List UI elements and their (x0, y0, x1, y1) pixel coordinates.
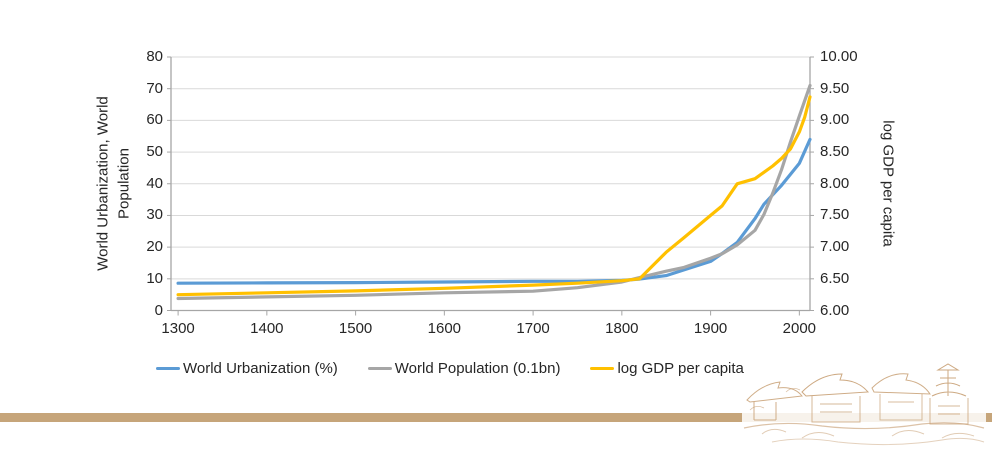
right-tick-label-7.50: 7.50 (820, 206, 850, 224)
right-tick-label-6.50: 6.50 (820, 269, 850, 287)
sketch-stroke (929, 398, 969, 425)
left-tick-label-80: 80 (146, 48, 163, 65)
left-tick-label-40: 40 (146, 174, 163, 192)
x-tick-label-1600: 1600 (427, 320, 462, 337)
left-tick-label-10: 10 (146, 269, 163, 287)
sketch-stroke (743, 422, 985, 430)
x-tick-label-1500: 1500 (338, 320, 373, 337)
sketch-stroke (761, 428, 975, 439)
left-axis-title-line2: Population (115, 148, 133, 219)
legend-item-population: World Population (0.1bn) (367, 360, 561, 377)
left-tick-label-60: 60 (146, 111, 163, 129)
sketch-stroke (749, 388, 801, 411)
right-axis-title: log GDP per capita (879, 120, 897, 247)
sketch-stroke (801, 373, 870, 397)
left-tick-label-0: 0 (154, 301, 163, 319)
x-tick-label-1300: 1300 (161, 320, 195, 337)
x-tick-label-1700: 1700 (516, 320, 550, 337)
series-line-world-urbanization- (176, 137, 812, 285)
legend-label-urbanization: World Urbanization (%) (183, 360, 338, 377)
sketch-stroke (879, 394, 923, 421)
right-tick-label-8.00: 8.00 (820, 174, 850, 192)
right-tick-label-8.50: 8.50 (820, 143, 850, 161)
legend-label-population: World Population (0.1bn) (394, 360, 561, 377)
x-tick-label-1900: 1900 (693, 320, 728, 337)
sketch-stroke (746, 381, 803, 421)
x-tick-label-1800: 1800 (605, 320, 639, 337)
sketch-stroke (771, 437, 985, 446)
series-line-world-population-0-1bn- (176, 83, 812, 301)
gdp-line-marker-icon (590, 367, 615, 370)
left-tick-label-20: 20 (146, 238, 163, 256)
sketch-stroke (871, 373, 931, 395)
sketch-background (742, 400, 986, 452)
left-tick-label-50: 50 (146, 143, 163, 161)
x-tick-label-1400: 1400 (250, 320, 284, 337)
left-tick-label-70: 70 (146, 79, 163, 97)
right-tick-label-6.00: 6.00 (820, 301, 850, 319)
sketch-stroke (931, 363, 967, 397)
population-line-marker-icon (367, 367, 392, 370)
footer-accent-bar (0, 413, 992, 422)
right-tick-label-10.00: 10.00 (820, 48, 858, 65)
series-line-log-gdp-per-capita (176, 95, 812, 297)
right-tick-label-9.00: 9.00 (820, 111, 850, 129)
urbanization-line-marker-icon (156, 367, 180, 370)
right-tick-label-7.00: 7.00 (820, 238, 850, 256)
chart-legend: World Urbanization (%) World Population … (156, 360, 744, 377)
left-axis-title-line1: World Urbanization, World (94, 96, 112, 271)
legend-label-gdp: log GDP per capita (617, 360, 744, 377)
x-tick-label-2000: 2000 (782, 320, 817, 337)
temple-village-sketch-decoration (742, 363, 986, 452)
legend-item-gdp: log GDP per capita (590, 360, 744, 377)
left-tick-label-30: 30 (146, 206, 163, 224)
sketch-stroke (811, 396, 861, 423)
right-tick-label-9.50: 9.50 (820, 79, 850, 97)
legend-item-urbanization: World Urbanization (%) (156, 360, 338, 377)
